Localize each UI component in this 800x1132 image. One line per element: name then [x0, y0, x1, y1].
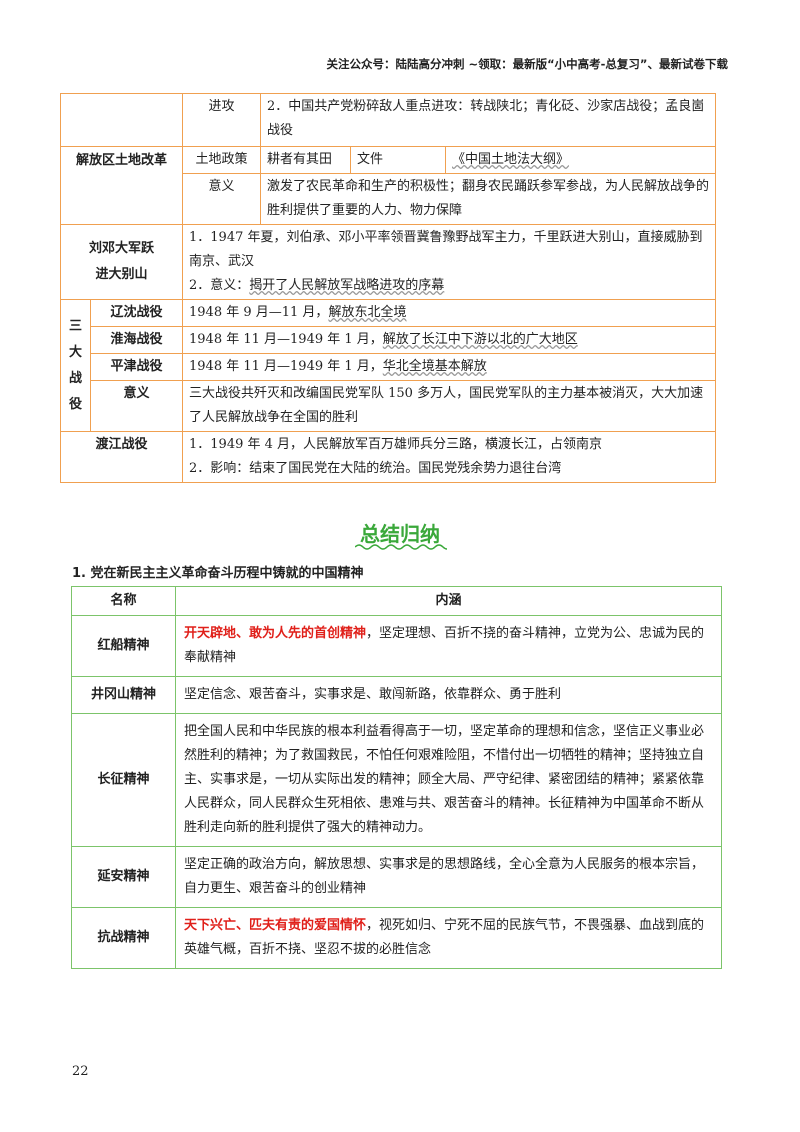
huaihai-label: 淮海战役 — [90, 326, 183, 354]
spirit-content: 天下兴亡、匹夫有责的爱国情怀，视死如归、宁死不屈的民族气节，不畏强暴、血战到底的… — [175, 907, 722, 969]
table-row: 解放区土地改革 土地政策 耕者有其田 文件 《中国土地法大纲》 — [60, 146, 717, 225]
spirit-name: 延安精神 — [71, 846, 176, 908]
title-wave-underline — [355, 544, 447, 550]
table-row: 意义 激发了农民革命和生产的积极性；翻身农民踊跃参军参战，为人民解放战争的胜利提… — [61, 173, 717, 225]
spirit-name: 红船精神 — [71, 615, 176, 677]
highlight-text: 开天辟地、敢为人先的首创精神 — [184, 626, 367, 641]
table-row: 平津战役 1948 年 11 月—1949 年 1 月，华北全境基本解放 — [61, 353, 717, 381]
section-title: 总结归纳 — [360, 522, 440, 546]
liaoshen-label: 辽沈战役 — [90, 299, 183, 327]
summary-subheading: 1. 党在新民主主义革命奋斗历程中铸就的中国精神 — [72, 566, 364, 581]
pingjin-label: 平津战役 — [90, 353, 183, 381]
table-row: 淮海战役 1948 年 11 月—1949 年 1 月，解放了长江中下游以北的广… — [61, 326, 717, 354]
spirit-content: 坚定信念、艰苦奋斗，实事求是、敢闯新路，依靠群众、勇于胜利 — [175, 676, 722, 714]
table-row: 渡江战役 1．1949 年 4 月，人民解放军百万雄师兵分三路，横渡长江，占领南… — [60, 431, 717, 483]
spirit-content: 把全国人民和中华民族的根本利益看得高于一切，坚定革命的理想和信念，坚信正义事业必… — [175, 713, 722, 847]
table-row: 井冈山精神 坚定信念、艰苦奋斗，实事求是、敢闯新路，依靠群众、勇于胜利 — [71, 676, 722, 714]
spirit-name: 长征精神 — [71, 713, 176, 847]
pingjin-text: 1948 年 11 月—1949 年 1 月，华北全境基本解放 — [181, 353, 717, 381]
spirit-table: 名称 内涵 红船精神 开天辟地、敢为人先的首创精神，坚定理想、百折不挠的奋斗精神… — [71, 586, 722, 969]
table-row: 抗战精神 天下兴亡、匹夫有责的爱国情怀，视死如归、宁死不屈的民族气节，不畏强暴、… — [71, 907, 722, 969]
table-row: 进攻 2．中国共产党粉碎敌人重点进攻：转战陕北；青化砭、沙家店战役；孟良崮战役 — [60, 93, 717, 147]
table-row: 刘邓大军跃 进大别山 1．1947 年夏，刘伯承、邓小平率领晋冀鲁豫野战军主力，… — [60, 224, 717, 300]
page-number: 22 — [72, 1064, 89, 1079]
dabieshan-text: 1．1947 年夏，刘伯承、邓小平率领晋冀鲁豫野战军主力，千里跃进大别山，直接威… — [181, 224, 717, 300]
header-note: 关注公众号：陆陆高分冲刺 ~领取：最新版“小中高考-总复习”、最新试卷下载 — [326, 57, 728, 71]
spirit-content: 开天辟地、敢为人先的首创精神，坚定理想、百折不挠的奋斗精神，立党为公、忠诚为民的… — [175, 615, 722, 677]
column-header-content: 内涵 — [175, 586, 722, 616]
column-header-name: 名称 — [71, 586, 176, 616]
significance-text: 激发了农民革命和生产的积极性；翻身农民踊跃参军参战，为人民解放战争的胜利提供了重… — [259, 173, 717, 225]
land-policy-label: 土地政策 — [182, 146, 261, 174]
attack-text: 2．中国共产党粉碎敌人重点进攻：转战陕北；青化砭、沙家店战役；孟良崮战役 — [259, 93, 717, 147]
land-policy-value: 耕者有其田 — [260, 146, 351, 174]
table-row: 三 大 战 役 辽沈战役 1948 年 9 月—11 月，解放东北全境 — [60, 299, 717, 432]
land-reform-label: 解放区土地改革 — [60, 146, 183, 225]
table-row: 红船精神 开天辟地、敢为人先的首创精神，坚定理想、百折不挠的奋斗精神，立党为公、… — [71, 615, 722, 677]
table-row: 意义 三大战役共歼灭和改编国民党军队 150 多万人，国民党军队的主力基本被消灭… — [61, 380, 717, 432]
table-header-row: 名称 内涵 — [71, 586, 722, 616]
spirit-name: 抗战精神 — [71, 907, 176, 969]
history-table: 进攻 2．中国共产党粉碎敌人重点进攻：转战陕北；青化砭、沙家店战役；孟良崮战役 … — [60, 93, 717, 483]
three-battles-label: 三 大 战 役 — [60, 299, 91, 432]
document-value: 《中国土地法大纲》 — [444, 146, 717, 174]
spirit-content: 坚定正确的政治方向，解放思想、实事求是的思想路线，全心全意为人民服务的根本宗旨，… — [175, 846, 722, 908]
huaihai-text: 1948 年 11 月—1949 年 1 月，解放了长江中下游以北的广大地区 — [181, 326, 717, 354]
crossing-text: 1．1949 年 4 月，人民解放军百万雄师兵分三路，横渡长江，占领南京 2．影… — [181, 431, 717, 483]
three-battles-significance-text: 三大战役共歼灭和改编国民党军队 150 多万人，国民党军队的主力基本被消灭，大大… — [181, 380, 717, 432]
table-row: 长征精神 把全国人民和中华民族的根本利益看得高于一切，坚定革命的理想和信念，坚信… — [71, 713, 722, 847]
spirit-name: 井冈山精神 — [71, 676, 176, 714]
highlight-text: 天下兴亡、匹夫有责的爱国情怀 — [184, 918, 367, 933]
significance-label: 意义 — [182, 173, 261, 225]
crossing-label: 渡江战役 — [60, 431, 183, 483]
document-label: 文件 — [350, 146, 446, 174]
three-battles-significance-label: 意义 — [90, 380, 183, 432]
liaoshen-text: 1948 年 9 月—11 月，解放东北全境 — [181, 299, 717, 327]
table-row: 延安精神 坚定正确的政治方向，解放思想、实事求是的思想路线，全心全意为人民服务的… — [71, 846, 722, 908]
dabieshan-label: 刘邓大军跃 进大别山 — [60, 224, 183, 300]
attack-label: 进攻 — [182, 93, 261, 147]
